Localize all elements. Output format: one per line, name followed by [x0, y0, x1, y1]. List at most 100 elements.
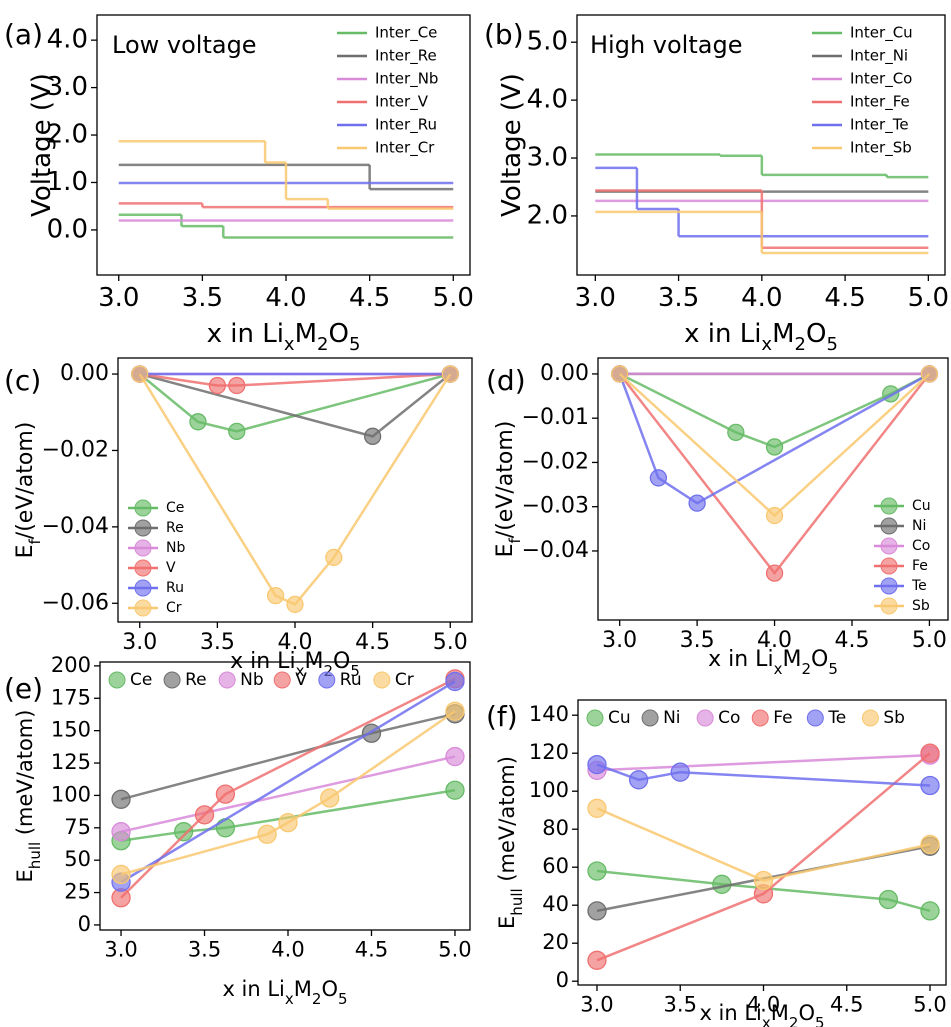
marker	[587, 950, 607, 970]
legend-label: Ce	[166, 500, 184, 516]
y-tick-label: 140	[529, 702, 569, 726]
y-axis-label-part: f	[506, 537, 524, 543]
legend-label: Fe	[773, 708, 792, 728]
x-axis-label-part: x	[774, 660, 783, 678]
marker	[878, 889, 899, 910]
marker	[208, 376, 227, 395]
y-tick-label: −0.04	[522, 538, 589, 563]
marker	[215, 818, 236, 838]
series-line	[120, 755, 456, 833]
legend-label: V	[166, 560, 176, 576]
x-axis-label-part: 5	[350, 662, 360, 680]
marker	[363, 427, 382, 445]
x-axis-label-part: 5	[815, 1014, 825, 1027]
series-line	[618, 372, 931, 505]
y-tick-label: 60	[542, 854, 569, 878]
x-axis-label-part: M	[294, 977, 312, 1001]
legend-label: Fe	[912, 558, 928, 574]
x-axis-label-part: x	[284, 334, 295, 355]
series-line	[120, 789, 456, 842]
x-axis-label-part: M	[771, 1001, 789, 1025]
x-axis-label-part: x in Li	[708, 647, 773, 672]
x-tick-label: 3.5	[200, 630, 235, 655]
marker	[920, 775, 940, 796]
y-axis-label-part: (meV/atom)	[495, 756, 519, 888]
marker	[765, 438, 784, 456]
x-tick-label: 4.0	[747, 993, 780, 1017]
x-axis-label-part: x	[285, 990, 294, 1008]
marker	[325, 548, 343, 567]
marker	[228, 422, 246, 441]
y-axis-label-part: Voltage (V)	[497, 73, 527, 217]
x-axis-label: x in LixM2O5	[207, 319, 361, 355]
x-axis-label-part: M	[782, 647, 801, 672]
legend-label: Inter_Nb	[375, 70, 438, 89]
x-axis-label: x in LixM2O5	[699, 1001, 824, 1027]
legend-swatch	[218, 671, 236, 689]
x-tick-label: 4.0	[741, 283, 782, 313]
y-tick-label: 4.0	[527, 85, 568, 115]
x-tick-label: 3.0	[580, 993, 613, 1017]
legend-swatch	[108, 671, 126, 689]
legend-label: Cu	[912, 498, 931, 514]
x-axis-label-part: 2	[312, 990, 322, 1008]
y-axis-label-part: hull	[26, 842, 44, 869]
y-axis-label: Ef/(eV/atom)	[493, 421, 524, 558]
panel-label: (b)	[484, 18, 524, 51]
x-tick-label: 3.0	[122, 630, 157, 655]
y-tick-label: 4.0	[47, 25, 88, 55]
marker	[189, 413, 207, 431]
marker	[445, 701, 465, 721]
marker	[765, 506, 784, 525]
legend-label: Nb	[166, 540, 185, 556]
marker	[920, 743, 940, 763]
marker	[445, 780, 465, 800]
legend-label: Inter_Ni	[850, 47, 908, 66]
x-tick-label: 3.5	[658, 283, 699, 313]
panel-label: (e)	[4, 672, 43, 705]
x-tick-label: 4.5	[349, 283, 390, 313]
x-tick-label: 4.0	[271, 938, 304, 962]
legend-label: Cr	[166, 600, 182, 616]
legend-label: Nb	[240, 670, 264, 690]
x-tick-label: 4.5	[834, 628, 869, 653]
y-tick-label: 3.0	[527, 143, 568, 173]
y-axis-label: Voltage (V)	[27, 73, 57, 217]
annotation: Low voltage	[112, 31, 257, 59]
legend-label: Inter_Co	[850, 70, 912, 89]
x-tick-label: 3.0	[98, 283, 139, 313]
y-tick-label: 1.0	[47, 167, 88, 197]
x-axis-label-part: 2	[323, 662, 333, 680]
x-axis-label-part: O	[798, 1001, 815, 1025]
marker	[286, 595, 304, 614]
y-tick-label: 5.0	[527, 27, 568, 57]
x-axis-label-part: x	[761, 334, 772, 355]
plot-frame	[577, 699, 947, 986]
panel-label: (c)	[4, 364, 41, 397]
legend-label: Inter_Ce	[375, 24, 437, 43]
annotation: High voltage	[590, 31, 742, 59]
x-axis-label-part: 2	[789, 1014, 799, 1027]
legend-swatch	[880, 577, 898, 595]
marker	[228, 376, 246, 395]
series-line	[138, 373, 452, 606]
legend-label: Inter_Cr	[375, 139, 435, 158]
y-tick-label: −0.02	[42, 437, 109, 462]
plot-frame	[597, 357, 949, 621]
marker	[174, 822, 194, 842]
y-tick-label: 120	[529, 740, 569, 764]
marker	[920, 365, 939, 383]
y-tick-label: −0.02	[522, 449, 589, 474]
x-tick-label: 3.5	[182, 283, 223, 313]
y-axis-label-part: E	[13, 869, 37, 882]
y-axis-label-part: E	[495, 916, 519, 929]
plot-frame	[576, 14, 946, 276]
legend-swatch	[134, 499, 152, 517]
legend-label: Sb	[912, 598, 930, 614]
marker	[194, 805, 215, 825]
marker	[670, 762, 690, 782]
y-axis-label: Ehull (meV/atom)	[13, 710, 44, 883]
marker	[587, 901, 607, 921]
legend-label: Re	[166, 520, 184, 536]
marker	[587, 754, 607, 775]
